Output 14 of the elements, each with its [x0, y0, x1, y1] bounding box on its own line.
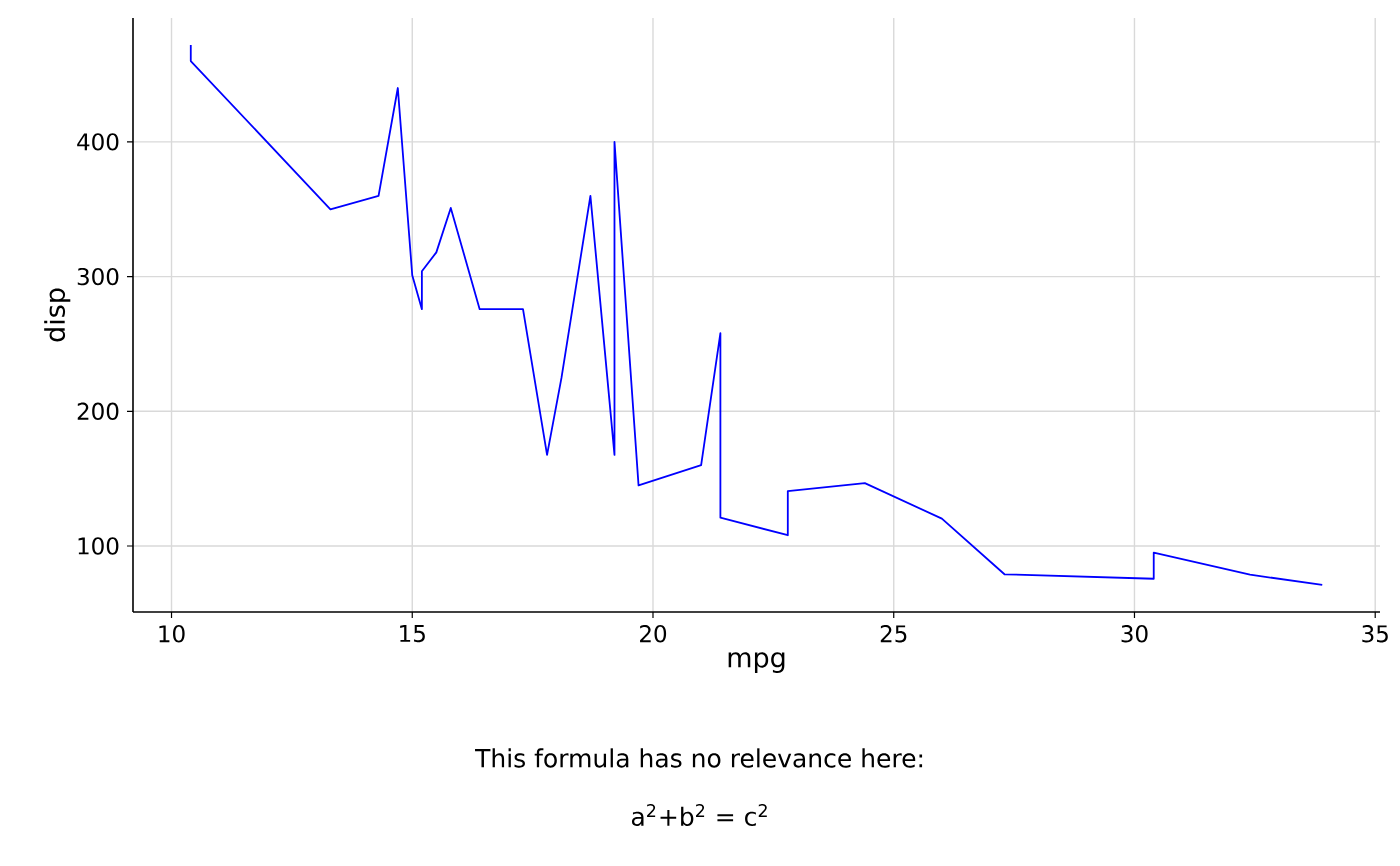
x-tick-label: 35 [1362, 625, 1388, 643]
y-tick-label: 300 [77, 267, 119, 286]
y-axis-title: disp [44, 288, 71, 342]
y-tick-label: 400 [77, 133, 119, 151]
y-tick-label: 100 [78, 537, 119, 555]
text: This formula has no relevance here: [475, 748, 923, 768]
x-tick-label: 30 [1121, 625, 1148, 643]
x-tick-label: 10 [159, 625, 185, 643]
x-tick-label: 20 [640, 625, 667, 643]
x-tick-label: 25 [880, 625, 907, 643]
x-axis-title: mpg [728, 652, 785, 673]
y-tick-label: 200 [77, 402, 119, 420]
x-tick-label: 15 [400, 625, 425, 643]
text: a$^{2}$+b$^{2}$ = c$^{2}$ [631, 803, 767, 827]
